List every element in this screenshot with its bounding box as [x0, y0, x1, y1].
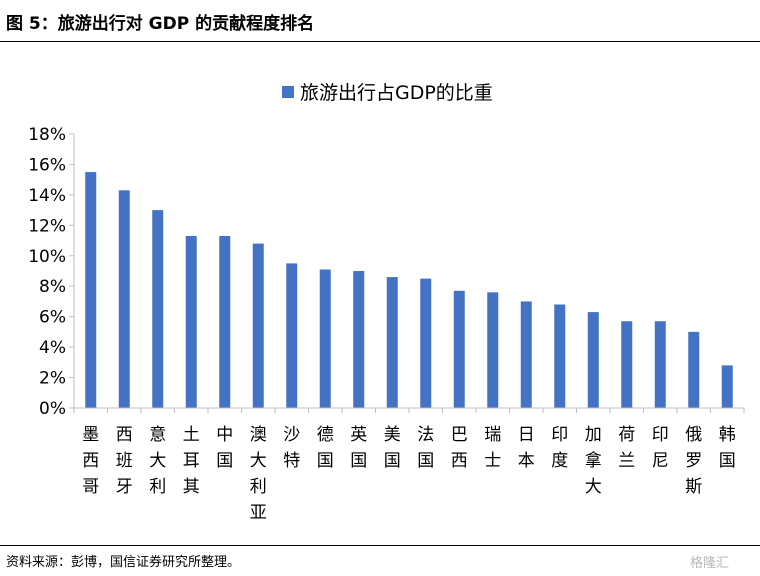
x-category-label: 荷兰: [618, 425, 635, 471]
x-category-label: 韩国: [719, 425, 736, 471]
bar: [152, 210, 164, 408]
x-category-label: 澳大利亚: [250, 425, 267, 523]
bar: [688, 331, 700, 408]
x-category-label: 印尼: [652, 425, 669, 471]
bar-chart: 旅游出行占GDP的比重 0% 2% 4% 6% 8% 10% 12% 14% 16% 18% 墨西…: [28, 82, 745, 523]
top-rule: [0, 41, 760, 42]
x-category-label: 印度: [551, 425, 568, 471]
figure-title: 图 5：旅游出行对 GDP 的贡献程度排名: [6, 14, 315, 34]
x-category-label: 德国: [317, 425, 334, 471]
bar: [654, 321, 666, 408]
bar: [386, 277, 398, 408]
y-tick-label: 14%: [28, 186, 66, 206]
bar: [185, 235, 197, 408]
bar: [621, 321, 633, 408]
x-category-label: 意大利: [149, 425, 166, 497]
x-category-label: 西班牙: [116, 425, 133, 497]
legend-label: 旅游出行占GDP的比重: [300, 82, 493, 104]
y-tick-label: 0%: [39, 399, 66, 419]
watermark-logo: 格隆汇: [690, 556, 730, 571]
y-tick-label: 4%: [39, 338, 66, 358]
x-category-label: 墨西哥: [82, 425, 99, 497]
y-tick-label: 16%: [28, 155, 66, 175]
y-axis: 0% 2% 4% 6% 8% 10% 12% 14% 16% 18%: [28, 125, 75, 419]
x-category-label: 加拿大: [585, 425, 602, 497]
bars-group: [85, 172, 733, 408]
bar: [252, 243, 264, 408]
x-axis: 墨西哥西班牙意大利土耳其中国澳大利亚沙特德国英国美国法国巴西瑞士日本印度加拿大荷…: [73, 407, 745, 523]
bar: [453, 290, 465, 408]
legend-swatch: [282, 86, 294, 98]
bar: [721, 365, 733, 408]
bar: [587, 312, 599, 408]
x-category-label: 沙特: [283, 425, 300, 471]
y-tick-label: 10%: [28, 247, 66, 267]
x-category-label: 瑞士: [484, 425, 501, 471]
y-tick-label: 18%: [28, 125, 66, 145]
y-tick-label: 2%: [39, 369, 66, 389]
y-tick-label: 12%: [28, 216, 66, 236]
bar: [219, 235, 231, 408]
bar: [520, 301, 532, 408]
y-tick-label: 8%: [39, 277, 66, 297]
x-category-label: 日本: [518, 425, 535, 471]
x-category-label: 土耳其: [183, 425, 200, 497]
x-category-label: 巴西: [451, 425, 468, 471]
x-category-label: 中国: [216, 425, 233, 471]
x-category-label: 英国: [350, 425, 367, 471]
chart-legend: 旅游出行占GDP的比重: [282, 82, 493, 104]
source-note: 资料来源：彭博，国信证券研究所整理。: [6, 555, 241, 570]
bar: [118, 190, 130, 408]
y-tick-label: 6%: [39, 308, 66, 328]
bar: [487, 292, 499, 408]
x-category-label: 法国: [417, 425, 434, 471]
bar: [554, 304, 566, 408]
bar: [319, 269, 331, 408]
bar: [286, 263, 298, 408]
bar: [85, 172, 97, 408]
x-category-label: 美国: [384, 425, 401, 471]
bar: [420, 278, 432, 408]
bar: [353, 271, 365, 408]
bottom-rule: [0, 545, 760, 546]
x-category-label: 俄罗斯: [685, 425, 702, 497]
